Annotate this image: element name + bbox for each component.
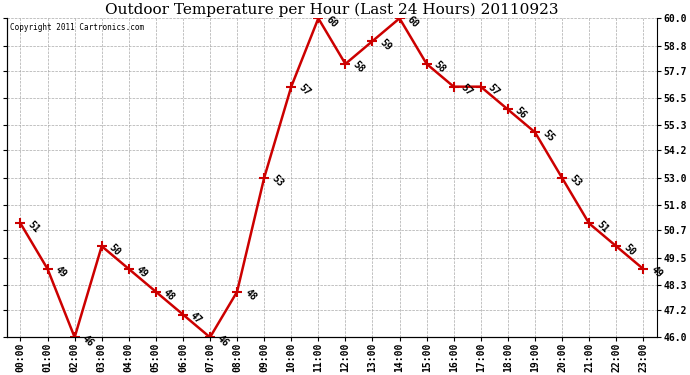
Text: 53: 53 [568,174,583,189]
Text: 48: 48 [243,288,258,303]
Text: 57: 57 [486,82,502,98]
Text: 60: 60 [324,14,339,30]
Text: 58: 58 [432,60,448,75]
Text: 58: 58 [351,60,366,75]
Text: 50: 50 [622,242,637,257]
Text: 59: 59 [378,37,393,52]
Text: Copyright 2011 Cartronics.com: Copyright 2011 Cartronics.com [10,23,144,32]
Text: 57: 57 [297,82,312,98]
Text: 51: 51 [26,219,41,235]
Text: 57: 57 [460,82,475,98]
Text: 53: 53 [270,174,285,189]
Text: 49: 49 [649,265,664,280]
Text: 51: 51 [595,219,610,235]
Text: 55: 55 [540,128,556,144]
Text: 50: 50 [107,242,123,257]
Title: Outdoor Temperature per Hour (Last 24 Hours) 20110923: Outdoor Temperature per Hour (Last 24 Ho… [105,3,559,17]
Text: 47: 47 [188,310,204,326]
Text: 49: 49 [135,265,150,280]
Text: 46: 46 [215,333,231,348]
Text: 56: 56 [513,105,529,121]
Text: 49: 49 [53,265,68,280]
Text: 48: 48 [161,288,177,303]
Text: 46: 46 [80,333,96,348]
Text: 60: 60 [405,14,420,30]
